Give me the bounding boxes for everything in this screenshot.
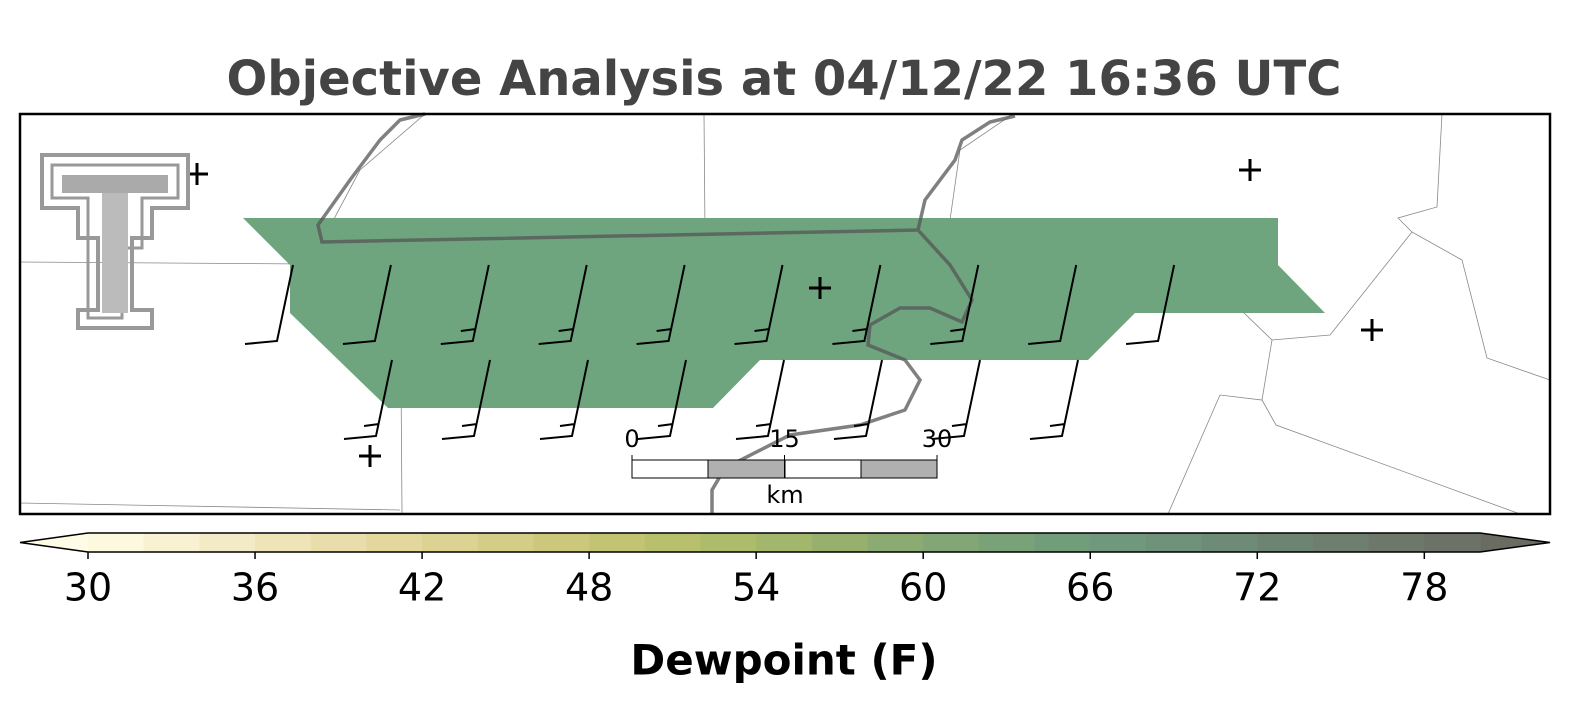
scale-segment <box>784 459 862 479</box>
colorbar-segment <box>1368 533 1425 552</box>
colorbar-segment <box>923 533 980 552</box>
colorbar-label: Dewpoint (F) <box>630 636 937 685</box>
colorbar: 30 36 42 48 54 60 66 72 78 <box>19 532 1551 610</box>
scale-unit: km <box>766 481 803 509</box>
wind-barb <box>343 359 393 440</box>
wind-barb <box>1126 264 1176 345</box>
scale-segment <box>707 459 786 479</box>
colorbar-segment <box>310 533 367 552</box>
wind-barb <box>440 264 490 345</box>
wind-barb <box>735 359 785 440</box>
map: km 0 15 30 <box>18 112 1552 516</box>
colorbar-segment <box>143 533 200 552</box>
colorbar-segment <box>1257 533 1314 552</box>
wind-barb <box>538 264 588 345</box>
wind-barb <box>1029 359 1079 440</box>
colorbar-segment <box>978 533 1036 552</box>
colorbar-tick-label: 78 <box>1400 566 1448 610</box>
colorbar-segment <box>1312 533 1370 552</box>
colorbar-segment <box>1034 533 1091 552</box>
colorbar-tick-label: 42 <box>398 566 446 610</box>
map-frame <box>18 112 1552 516</box>
colorbar-segment <box>589 533 646 552</box>
dewpoint-field <box>243 218 1325 408</box>
colorbar-segment <box>366 533 423 552</box>
colorbar-outline <box>19 532 1551 553</box>
colorbar-segment <box>88 533 145 552</box>
scale-segment <box>631 459 709 479</box>
colorbar-segment <box>422 533 479 552</box>
colorbar-tick-label: 66 <box>1066 566 1114 610</box>
highways <box>316 112 1016 514</box>
colorbar-tick-label: 30 <box>64 566 112 610</box>
colorbar-segment <box>811 533 869 552</box>
wind-barb <box>930 264 980 345</box>
wind-barb <box>1028 264 1078 345</box>
colorbar-tick-label: 48 <box>565 566 613 610</box>
wind-barb <box>342 264 392 345</box>
scale-segment <box>860 459 938 479</box>
wind-barb <box>833 359 883 440</box>
colorbar-segment <box>756 533 813 552</box>
wind-barb <box>539 359 589 440</box>
wind-barb <box>734 264 784 345</box>
wind-barb <box>244 264 294 345</box>
wind-barb <box>832 264 882 345</box>
colorbar-tick-label: 72 <box>1233 566 1281 610</box>
wind-barb <box>636 264 686 345</box>
colorbar-segment <box>1145 533 1203 552</box>
colorbar-extend-under <box>20 533 88 552</box>
colorbar-segment <box>644 533 701 552</box>
colorbar-segment <box>199 533 256 552</box>
colorbar-segment <box>700 533 757 552</box>
colorbar-segment <box>1201 533 1258 552</box>
colorbar-extend-over <box>1480 533 1550 552</box>
scale-tick-label: 30 <box>922 425 953 453</box>
colorbar-segment <box>1090 533 1147 552</box>
scale-tick-label: 0 <box>624 425 639 453</box>
wind-barbs <box>244 264 1176 440</box>
scale-tick-label: 15 <box>769 425 800 453</box>
colorbar-tick-label: 54 <box>732 566 780 610</box>
colorbar-segment <box>533 533 590 552</box>
colorbar-segment <box>255 533 312 552</box>
colorbar-tick-label: 36 <box>231 566 279 610</box>
wind-barb <box>931 359 981 440</box>
wind-barb <box>637 359 687 440</box>
colorbar-segment <box>867 533 924 552</box>
title: Objective Analysis at 04/12/22 16:36 UTC <box>227 51 1342 107</box>
logo <box>40 153 190 330</box>
scale-bar: km 0 15 30 <box>624 425 952 509</box>
colorbar-segment <box>1424 533 1481 552</box>
colorbar-tick-label: 60 <box>899 566 947 610</box>
wind-barb <box>441 359 491 440</box>
colorbar-segment <box>477 533 534 552</box>
